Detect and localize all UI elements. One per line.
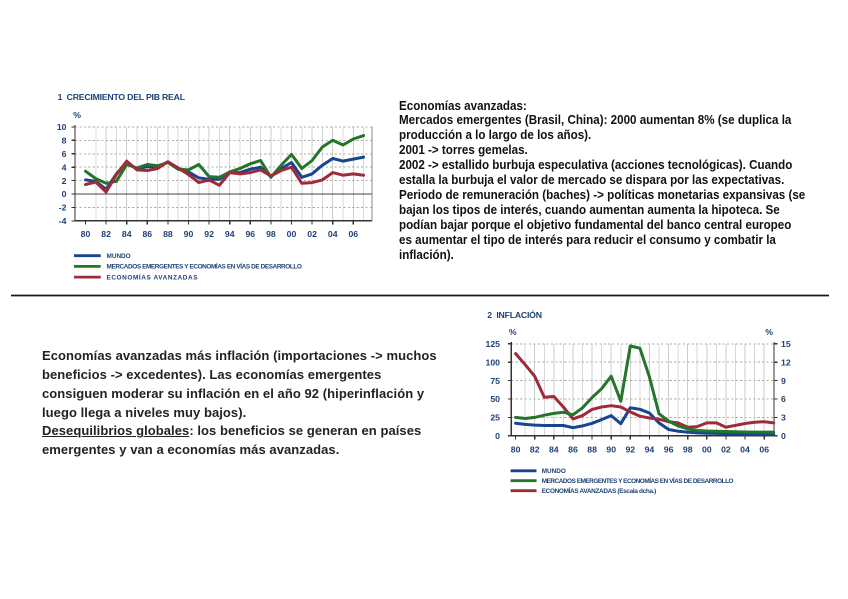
svg-text:86: 86: [568, 444, 578, 454]
svg-text:98: 98: [266, 229, 276, 239]
svg-text:6: 6: [62, 149, 67, 159]
svg-text:125: 125: [486, 339, 501, 349]
svg-text:-4: -4: [59, 216, 67, 226]
svg-text:0: 0: [495, 431, 500, 441]
svg-text:MERCADOS EMERGENTES Y ECONOMÍA: MERCADOS EMERGENTES Y ECONOMÍAS EN VÍAS …: [107, 262, 302, 271]
svg-text:ECONOMÍAS AVANZADAS: ECONOMÍAS AVANZADAS: [107, 272, 199, 281]
svg-text:86: 86: [142, 229, 152, 239]
svg-text:94: 94: [225, 229, 235, 239]
svg-text:%: %: [765, 327, 773, 337]
svg-text:04: 04: [740, 444, 750, 454]
svg-text:2 INFLACIÓN: 2 INFLACIÓN: [487, 309, 542, 320]
svg-text:8: 8: [62, 136, 67, 146]
svg-text:75: 75: [490, 376, 500, 386]
svg-text:12: 12: [781, 357, 791, 367]
svg-text:96: 96: [664, 444, 674, 454]
svg-text:80: 80: [81, 229, 91, 239]
svg-text:98: 98: [683, 444, 693, 454]
svg-text:%: %: [73, 110, 81, 120]
svg-text:84: 84: [122, 229, 132, 239]
svg-text:15: 15: [781, 339, 791, 349]
svg-text:82: 82: [530, 444, 540, 454]
svg-text:02: 02: [307, 229, 317, 239]
svg-text:80: 80: [511, 444, 521, 454]
svg-text:9: 9: [781, 376, 786, 386]
svg-text:10: 10: [57, 122, 67, 132]
svg-text:90: 90: [184, 229, 194, 239]
svg-text:88: 88: [163, 229, 173, 239]
svg-text:00: 00: [287, 229, 297, 239]
svg-text:94: 94: [645, 444, 655, 454]
svg-text:50: 50: [490, 394, 500, 404]
svg-text:82: 82: [101, 229, 111, 239]
svg-text:2: 2: [62, 176, 67, 186]
svg-text:0: 0: [62, 189, 67, 199]
svg-text:1 CRECIMIENTO DEL PIB REAL: 1 CRECIMIENTO DEL PIB REAL: [58, 92, 186, 102]
svg-text:100: 100: [486, 357, 501, 367]
svg-text:06: 06: [348, 229, 358, 239]
svg-text:92: 92: [625, 444, 635, 454]
svg-text:96: 96: [245, 229, 255, 239]
svg-text:84: 84: [549, 444, 559, 454]
svg-text:02: 02: [721, 444, 731, 454]
svg-text:25: 25: [490, 413, 500, 423]
svg-text:0: 0: [781, 431, 786, 441]
svg-text:6: 6: [781, 394, 786, 404]
svg-text:90: 90: [606, 444, 616, 454]
svg-text:%: %: [509, 327, 517, 337]
svg-text:MUNDO: MUNDO: [542, 468, 566, 475]
svg-text:-2: -2: [59, 203, 67, 213]
svg-text:00: 00: [702, 444, 712, 454]
svg-text:MERCADOS EMERGENTES Y ECONOMÍA: MERCADOS EMERGENTES Y ECONOMÍAS EN VÍAS …: [542, 476, 734, 485]
svg-text:04: 04: [328, 229, 338, 239]
svg-text:88: 88: [587, 444, 597, 454]
svg-text:3: 3: [781, 413, 786, 423]
svg-text:06: 06: [759, 444, 769, 454]
svg-text:ECONOMÍAS AVANZADAS (Escala dc: ECONOMÍAS AVANZADAS (Escala dcha.): [542, 486, 657, 495]
svg-text:92: 92: [204, 229, 214, 239]
svg-text:4: 4: [62, 162, 67, 172]
svg-text:MUNDO: MUNDO: [107, 253, 131, 260]
